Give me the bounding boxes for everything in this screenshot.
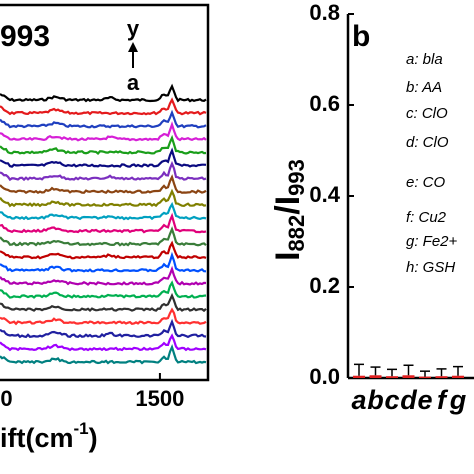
legend-entry: b: AA xyxy=(406,79,442,96)
x-axis-title-part: ) xyxy=(89,423,98,453)
spectrum xyxy=(0,292,207,313)
spectrum xyxy=(0,343,207,365)
x-tick-label: d xyxy=(400,385,417,415)
spectrum xyxy=(0,318,207,339)
spectrum xyxy=(0,160,207,182)
legend-entry: c: ClO xyxy=(406,105,448,122)
x-tick-label: 1000 xyxy=(0,386,13,411)
bar xyxy=(419,376,431,378)
bar xyxy=(452,375,464,378)
spectrum xyxy=(0,109,207,129)
legend-entry: g: Fe2+ xyxy=(406,233,458,250)
y-tick-label: 0.6 xyxy=(309,91,340,116)
x-tick-label: e xyxy=(417,385,432,415)
y-tick-label: 0.0 xyxy=(309,364,340,389)
spectrum xyxy=(0,188,207,208)
x-tick-label: f xyxy=(437,385,449,415)
y-tick-label: 0.4 xyxy=(309,182,340,207)
x-tick-label: a xyxy=(351,385,366,415)
y-axis-title-sub: 882 xyxy=(284,215,309,252)
bar xyxy=(353,375,365,378)
series-bottom-label: a xyxy=(127,70,140,95)
plot-frame xyxy=(0,3,210,382)
panel-label: b xyxy=(352,20,370,53)
y-axis-title-part: I xyxy=(269,251,307,260)
legend-entry: f: Cu2 xyxy=(406,209,447,226)
spectrum xyxy=(0,307,207,326)
spectrum xyxy=(0,265,207,286)
spectrum xyxy=(0,174,207,195)
spectrum xyxy=(0,97,207,116)
bar xyxy=(369,375,382,378)
y-axis-title-part: /I xyxy=(269,196,307,215)
spectrum xyxy=(0,212,207,234)
legend-entry: e: CO xyxy=(406,174,446,191)
y-tick-label: 0.2 xyxy=(309,273,340,298)
x-axis-title-sup: -1 xyxy=(74,419,89,438)
panel-title: 993 xyxy=(0,20,50,53)
spectrum xyxy=(0,251,207,273)
y-axis-title: I882/I993 xyxy=(269,159,309,261)
bar xyxy=(402,375,415,378)
spectrum xyxy=(0,201,207,221)
bar xyxy=(386,376,398,378)
spectrum xyxy=(0,147,207,168)
x-tick-label: 1500 xyxy=(135,386,184,411)
bar xyxy=(435,376,448,378)
arrow-head xyxy=(128,42,138,52)
legend-entry: h: GSH xyxy=(406,259,455,276)
series-top-label: y xyxy=(127,16,140,41)
spectrum xyxy=(0,226,207,247)
x-axis-title: ift(cm-1) xyxy=(0,419,98,453)
y-axis-title-sub: 993 xyxy=(284,159,309,196)
spectrum xyxy=(0,240,207,260)
spectrum xyxy=(0,280,207,299)
spectrum xyxy=(0,333,207,352)
spectrum xyxy=(0,134,207,156)
legend-entry: a: bla xyxy=(406,51,443,68)
x-tick-label: g xyxy=(449,385,467,415)
y-tick-label: 0.8 xyxy=(309,0,340,25)
spectrum xyxy=(0,83,207,103)
x-tick-label: b xyxy=(367,385,384,415)
x-axis-title-part: ift(cm xyxy=(0,423,74,453)
spectrum xyxy=(0,121,207,142)
legend-entry: d: ClO xyxy=(406,134,449,151)
x-tick-label: c xyxy=(384,385,399,415)
